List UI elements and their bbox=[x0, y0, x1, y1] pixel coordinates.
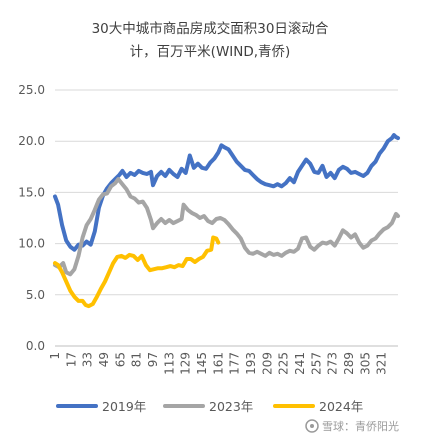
x-tick-label: 33 bbox=[81, 352, 95, 367]
x-tick-label: 113 bbox=[162, 352, 176, 375]
x-tick-label: 65 bbox=[113, 352, 127, 367]
x-tick-label: 321 bbox=[375, 352, 389, 375]
x-tick-label: 241 bbox=[293, 352, 307, 375]
x-tick-label: 225 bbox=[277, 352, 291, 375]
y-axis-ticks: 0.0 5.0 10.0 15.0 20.0 25.0 bbox=[18, 83, 45, 353]
x-tick-label: 17 bbox=[64, 352, 78, 367]
chart-title-line-2: 计，百万平米(WIND,青侨) bbox=[130, 44, 291, 60]
snowball-logo-icon bbox=[305, 419, 319, 433]
y-tick-label: 25.0 bbox=[18, 83, 45, 97]
x-tick-label: 145 bbox=[195, 352, 209, 375]
snowball-logo-icon-dot bbox=[310, 424, 314, 428]
chart-title-line-1: 30大中城市商品房成交面积30日滚动合 bbox=[92, 20, 329, 37]
x-tick-label: 193 bbox=[244, 352, 258, 375]
legend-label-1: 2023年 bbox=[209, 399, 253, 414]
y-tick-label: 20.0 bbox=[18, 134, 45, 148]
series-line-0 bbox=[53, 133, 400, 252]
x-tick-label: 81 bbox=[130, 352, 144, 367]
x-tick-label: 1 bbox=[48, 352, 62, 360]
x-tick-label: 177 bbox=[228, 352, 242, 375]
legend-label-2: 2024年 bbox=[319, 399, 363, 414]
x-tick-label: 209 bbox=[260, 352, 274, 375]
y-tick-label: 10.0 bbox=[18, 237, 45, 251]
y-tick-label: 15.0 bbox=[18, 185, 45, 199]
watermark: 雪球：青侨阳光 bbox=[305, 419, 399, 433]
x-tick-label: 161 bbox=[211, 352, 225, 375]
x-tick-label: 97 bbox=[146, 352, 160, 367]
series-line-2 bbox=[53, 235, 221, 309]
x-tick-label: 257 bbox=[309, 352, 323, 375]
legend-label-0: 2019年 bbox=[102, 399, 146, 414]
x-tick-label: 49 bbox=[97, 352, 111, 367]
x-tick-label: 289 bbox=[342, 352, 356, 375]
watermark-text: 雪球：青侨阳光 bbox=[322, 419, 399, 433]
y-tick-label: 5.0 bbox=[26, 288, 45, 302]
series-line-1 bbox=[53, 177, 400, 277]
x-tick-label: 273 bbox=[326, 352, 340, 375]
series-lines bbox=[53, 133, 400, 309]
legend: 2019年 2023年 2024年 bbox=[56, 399, 363, 414]
gridlines bbox=[55, 89, 398, 296]
y-tick-label: 0.0 bbox=[26, 339, 45, 353]
x-axis-ticks: 1 17 33 49 65 81 97 113 129 145 161 177 193 209 225 241… bbox=[48, 352, 389, 375]
x-tick-label: 305 bbox=[358, 352, 372, 375]
x-tick-label: 129 bbox=[179, 352, 193, 375]
